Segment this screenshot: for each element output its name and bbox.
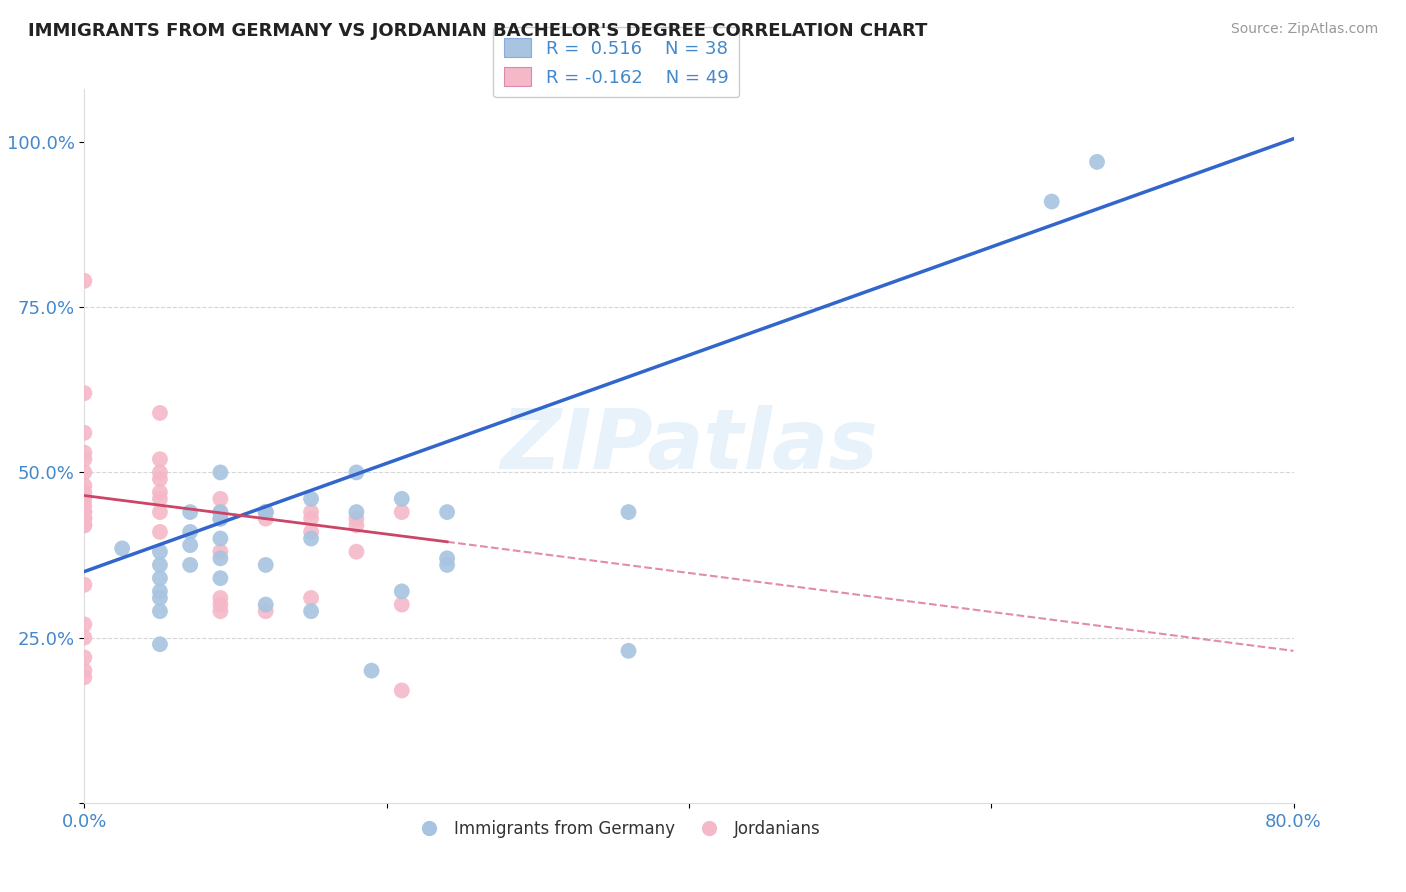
- Point: [346, 518, 368, 533]
- Point: [149, 604, 172, 618]
- Point: [209, 591, 232, 605]
- Point: [73, 631, 96, 645]
- Point: [436, 551, 458, 566]
- Point: [179, 538, 201, 552]
- Point: [179, 524, 201, 539]
- Point: [299, 491, 322, 506]
- Point: [254, 505, 277, 519]
- Point: [73, 485, 96, 500]
- Point: [73, 578, 96, 592]
- Point: [209, 532, 232, 546]
- Point: [299, 591, 322, 605]
- Point: [149, 637, 172, 651]
- Point: [73, 505, 96, 519]
- Text: IMMIGRANTS FROM GERMANY VS JORDANIAN BACHELOR'S DEGREE CORRELATION CHART: IMMIGRANTS FROM GERMANY VS JORDANIAN BAC…: [28, 22, 928, 40]
- Point: [346, 545, 368, 559]
- Point: [73, 617, 96, 632]
- Point: [149, 524, 172, 539]
- Point: [149, 466, 172, 480]
- Point: [209, 505, 232, 519]
- Point: [73, 478, 96, 492]
- Legend: Immigrants from Germany, Jordanians: Immigrants from Germany, Jordanians: [406, 814, 827, 845]
- Point: [73, 664, 96, 678]
- Point: [73, 452, 96, 467]
- Point: [179, 505, 201, 519]
- Point: [209, 604, 232, 618]
- Point: [254, 505, 277, 519]
- Point: [73, 425, 96, 440]
- Point: [360, 664, 382, 678]
- Point: [391, 584, 413, 599]
- Point: [149, 571, 172, 585]
- Point: [436, 505, 458, 519]
- Point: [149, 584, 172, 599]
- Point: [254, 598, 277, 612]
- Point: [254, 505, 277, 519]
- Point: [436, 558, 458, 572]
- Point: [149, 452, 172, 467]
- Point: [391, 598, 413, 612]
- Point: [617, 644, 640, 658]
- Point: [73, 511, 96, 525]
- Point: [209, 598, 232, 612]
- Point: [617, 505, 640, 519]
- Point: [73, 518, 96, 533]
- Point: [149, 472, 172, 486]
- Point: [254, 604, 277, 618]
- Point: [179, 558, 201, 572]
- Point: [73, 386, 96, 401]
- Point: [209, 551, 232, 566]
- Point: [73, 670, 96, 684]
- Text: Source: ZipAtlas.com: Source: ZipAtlas.com: [1230, 22, 1378, 37]
- Point: [299, 511, 322, 525]
- Point: [299, 524, 322, 539]
- Point: [209, 505, 232, 519]
- Point: [209, 545, 232, 559]
- Point: [254, 558, 277, 572]
- Point: [73, 491, 96, 506]
- Point: [73, 466, 96, 480]
- Point: [73, 499, 96, 513]
- Point: [299, 505, 322, 519]
- Point: [254, 511, 277, 525]
- Point: [73, 445, 96, 459]
- Point: [346, 511, 368, 525]
- Point: [346, 505, 368, 519]
- Point: [73, 505, 96, 519]
- Point: [209, 466, 232, 480]
- Point: [149, 505, 172, 519]
- Point: [391, 491, 413, 506]
- Point: [73, 518, 96, 533]
- Point: [73, 650, 96, 665]
- Point: [149, 558, 172, 572]
- Point: [1040, 194, 1063, 209]
- Point: [209, 571, 232, 585]
- Text: ZIPatlas: ZIPatlas: [501, 406, 877, 486]
- Point: [346, 466, 368, 480]
- Point: [209, 511, 232, 525]
- Point: [149, 406, 172, 420]
- Point: [111, 541, 134, 556]
- Point: [299, 532, 322, 546]
- Point: [209, 511, 232, 525]
- Point: [391, 505, 413, 519]
- Point: [149, 591, 172, 605]
- Point: [149, 545, 172, 559]
- Point: [1085, 154, 1108, 169]
- Point: [209, 491, 232, 506]
- Point: [73, 274, 96, 288]
- Point: [73, 511, 96, 525]
- Point: [299, 604, 322, 618]
- Point: [149, 485, 172, 500]
- Point: [149, 491, 172, 506]
- Point: [391, 683, 413, 698]
